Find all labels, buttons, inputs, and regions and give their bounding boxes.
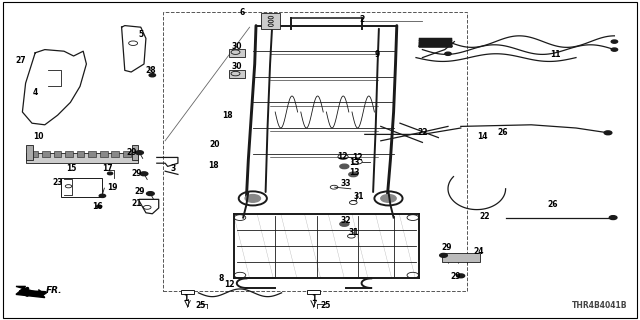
Bar: [54, 151, 61, 157]
Text: 30: 30: [232, 42, 242, 51]
Bar: [77, 151, 84, 157]
Text: 24: 24: [474, 247, 484, 256]
Text: 28: 28: [145, 66, 156, 75]
Text: 27: 27: [16, 56, 26, 65]
Text: 3: 3: [170, 164, 175, 172]
Circle shape: [97, 205, 102, 208]
Bar: [26, 145, 33, 160]
Bar: [100, 151, 108, 157]
Circle shape: [611, 40, 618, 43]
Bar: [31, 151, 38, 157]
Text: 29: 29: [126, 148, 136, 156]
Polygon shape: [16, 286, 45, 298]
Circle shape: [604, 131, 612, 135]
Circle shape: [611, 48, 618, 51]
Text: 23: 23: [52, 178, 63, 187]
Text: 2: 2: [359, 15, 364, 24]
Bar: [132, 145, 138, 160]
Text: 12: 12: [337, 152, 348, 161]
Bar: [307, 290, 320, 294]
Circle shape: [149, 74, 156, 77]
Text: 20: 20: [209, 140, 220, 148]
Text: 25: 25: [196, 301, 206, 310]
Text: 15: 15: [67, 164, 77, 172]
Text: 22: 22: [417, 128, 428, 137]
Text: 29: 29: [442, 244, 452, 252]
Bar: [229, 49, 245, 57]
Text: 11: 11: [550, 50, 561, 59]
Bar: [261, 13, 280, 29]
Text: 13: 13: [349, 168, 359, 177]
Text: 5: 5: [138, 30, 143, 39]
Text: 4: 4: [33, 88, 38, 97]
Circle shape: [245, 195, 260, 202]
Text: 14: 14: [477, 132, 487, 140]
Text: 13: 13: [349, 158, 359, 167]
Text: 1: 1: [311, 294, 316, 303]
Bar: [65, 151, 73, 157]
Bar: [442, 253, 480, 262]
Circle shape: [457, 274, 465, 278]
Text: THR4B4041B: THR4B4041B: [572, 301, 627, 310]
Bar: [61, 178, 102, 197]
Circle shape: [140, 172, 148, 176]
Text: 8: 8: [218, 274, 223, 283]
Text: FR.: FR.: [46, 286, 63, 295]
Circle shape: [445, 52, 451, 55]
Circle shape: [136, 151, 143, 155]
Circle shape: [349, 172, 358, 177]
Text: 31: 31: [348, 228, 358, 237]
Text: 1: 1: [183, 294, 188, 303]
Bar: [181, 290, 194, 294]
Text: 18: 18: [222, 111, 232, 120]
Bar: [88, 151, 96, 157]
Text: 33: 33: [340, 180, 351, 188]
Text: 26: 26: [547, 200, 557, 209]
Text: 16: 16: [92, 202, 102, 211]
Text: 12: 12: [352, 153, 362, 162]
Circle shape: [108, 172, 113, 175]
Bar: [111, 151, 119, 157]
Text: 30: 30: [232, 62, 242, 71]
Text: 6: 6: [239, 8, 244, 17]
Circle shape: [147, 192, 154, 196]
Text: 22: 22: [480, 212, 490, 220]
Circle shape: [440, 253, 447, 257]
Text: 29: 29: [131, 169, 141, 178]
Text: 29: 29: [451, 272, 461, 281]
Text: 31: 31: [354, 192, 364, 201]
Circle shape: [609, 216, 617, 220]
Text: 32: 32: [341, 216, 351, 225]
Circle shape: [99, 194, 106, 197]
Text: 26: 26: [497, 128, 508, 137]
Bar: [123, 151, 131, 157]
Circle shape: [340, 222, 349, 226]
Bar: [26, 153, 138, 163]
Text: 19: 19: [107, 183, 117, 192]
Text: 12: 12: [224, 280, 234, 289]
Text: 21: 21: [131, 199, 141, 208]
Text: 17: 17: [102, 164, 113, 172]
Text: 9: 9: [375, 50, 380, 59]
Circle shape: [381, 195, 396, 202]
Text: 29: 29: [134, 188, 145, 196]
Bar: [229, 70, 245, 78]
Bar: [163, 12, 467, 291]
Text: 10: 10: [33, 132, 44, 140]
Bar: [42, 151, 50, 157]
Text: 18: 18: [208, 161, 218, 170]
Circle shape: [340, 164, 349, 169]
Text: 25: 25: [320, 301, 330, 310]
